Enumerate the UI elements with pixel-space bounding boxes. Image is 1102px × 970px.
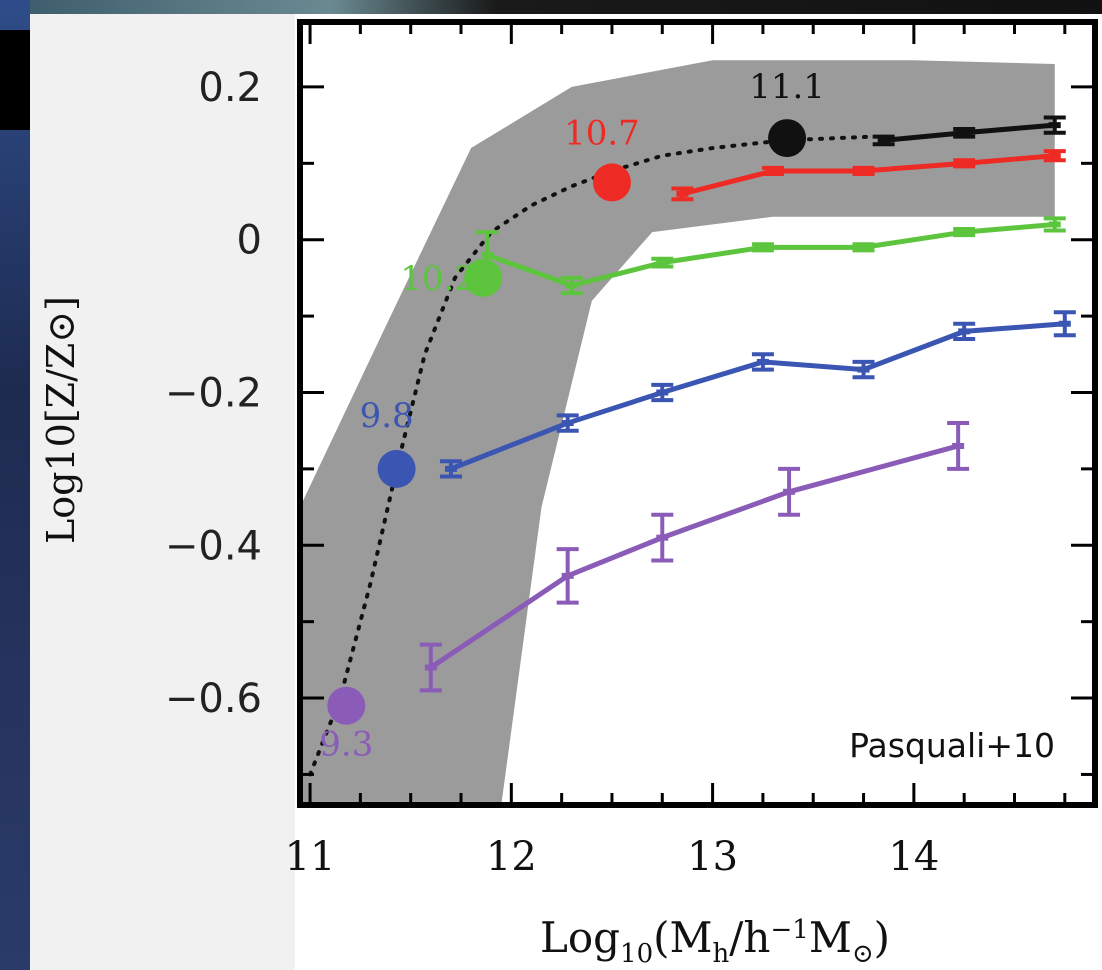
data-point [952, 442, 965, 449]
data-point [444, 465, 457, 472]
data-point [783, 488, 796, 495]
data-point [561, 420, 574, 427]
data-point [756, 358, 769, 365]
data-point [958, 129, 971, 136]
x-axis-label: Log10(Mh/h−1M⊙) [540, 913, 890, 969]
y-tick-label: 0.2 [198, 65, 262, 111]
marker-label: 10.2 [400, 259, 476, 299]
y-tick-label: −0.6 [165, 676, 262, 722]
data-point [958, 328, 971, 335]
x-tick-label: 13 [687, 834, 738, 880]
data-point [857, 366, 870, 373]
data-point [565, 282, 578, 289]
ylabel-panel [30, 14, 300, 970]
y-tick-label: −0.2 [165, 370, 262, 416]
data-point [877, 137, 890, 144]
marker-9.3 [327, 686, 366, 725]
data-point [756, 244, 769, 251]
x-tick-label: 11 [285, 834, 336, 880]
marker-label: 11.1 [749, 67, 825, 107]
data-point [766, 167, 779, 174]
data-point [1058, 320, 1071, 327]
marker-label: 9.3 [319, 725, 373, 765]
median-dotted-curve [308, 134, 876, 777]
data-point [481, 251, 494, 258]
data-point [857, 167, 870, 174]
data-point [676, 190, 689, 197]
y-axis-label: Log10[Z/Z⊙] [39, 296, 83, 544]
data-point [424, 664, 437, 671]
x-tick-label: 12 [486, 834, 537, 880]
marker-10.2 [464, 258, 503, 297]
y-tick-label: 0 [237, 218, 262, 264]
data-point [656, 259, 669, 266]
data-point [958, 229, 971, 236]
annotation-label: Pasquali+10 [849, 726, 1055, 765]
marker-10.7 [592, 163, 631, 202]
data-point [561, 572, 574, 579]
marker-label: 10.7 [564, 113, 640, 153]
data-point [958, 160, 971, 167]
data-point [1048, 221, 1061, 228]
background-left-edge [0, 0, 30, 970]
y-tick-label: −0.4 [165, 523, 262, 569]
data-point [656, 534, 669, 541]
data-point [857, 244, 870, 251]
marker-label: 9.8 [360, 396, 414, 436]
data-point [656, 389, 669, 396]
data-point [1048, 152, 1061, 159]
data-point [1048, 122, 1061, 129]
x-tick-label: 14 [888, 834, 939, 880]
plot-border [297, 19, 1098, 808]
marker-11.1 [768, 119, 807, 158]
marker-9.8 [377, 449, 416, 488]
